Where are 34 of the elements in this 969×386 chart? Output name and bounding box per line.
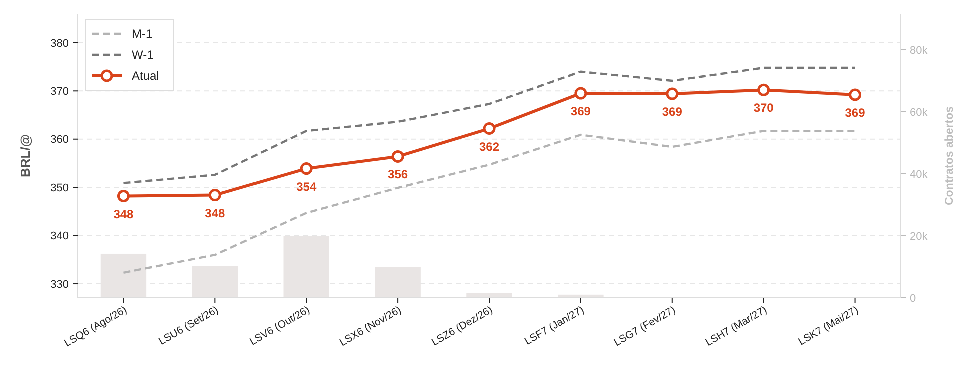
data-label: 356 [388, 168, 408, 182]
y-tick-label: 330 [50, 278, 69, 291]
point [208, 189, 222, 202]
y2-tick-label: 20k [910, 230, 928, 243]
y2-axis-title: Contratos abertos [944, 106, 956, 206]
data-label: 369 [570, 104, 592, 119]
y-tick-label: 350 [50, 182, 69, 194]
data-label: 348 [114, 207, 134, 222]
y-tick-label: 370 [50, 86, 69, 98]
point [849, 88, 862, 102]
data-label: 348 [205, 206, 226, 220]
point [300, 162, 313, 176]
y-tick-label: 340 [50, 230, 69, 243]
y-tick-label: 380 [50, 38, 69, 50]
data-label: 362 [479, 140, 500, 154]
legend-label: W-1 [132, 48, 154, 62]
y2-tick-label: 60k [910, 106, 928, 119]
legend-label: Atual [132, 69, 160, 84]
y2-tick-label: 40k [910, 168, 928, 181]
point [666, 88, 679, 100]
data-label: 370 [754, 101, 774, 116]
y2-tick-label: 0 [910, 292, 916, 305]
data-label: 369 [845, 106, 866, 120]
y-axis-title: BRL/@ [18, 134, 33, 178]
data-label: 369 [662, 105, 683, 120]
legend-label: M-1 [132, 27, 153, 42]
point [758, 84, 770, 96]
y-tick-label: 360 [50, 134, 69, 146]
point [483, 122, 496, 136]
point [574, 87, 588, 100]
point [392, 150, 404, 163]
y2-tick-label: 80k [910, 44, 928, 57]
point [117, 190, 130, 203]
data-label: 354 [296, 180, 317, 194]
